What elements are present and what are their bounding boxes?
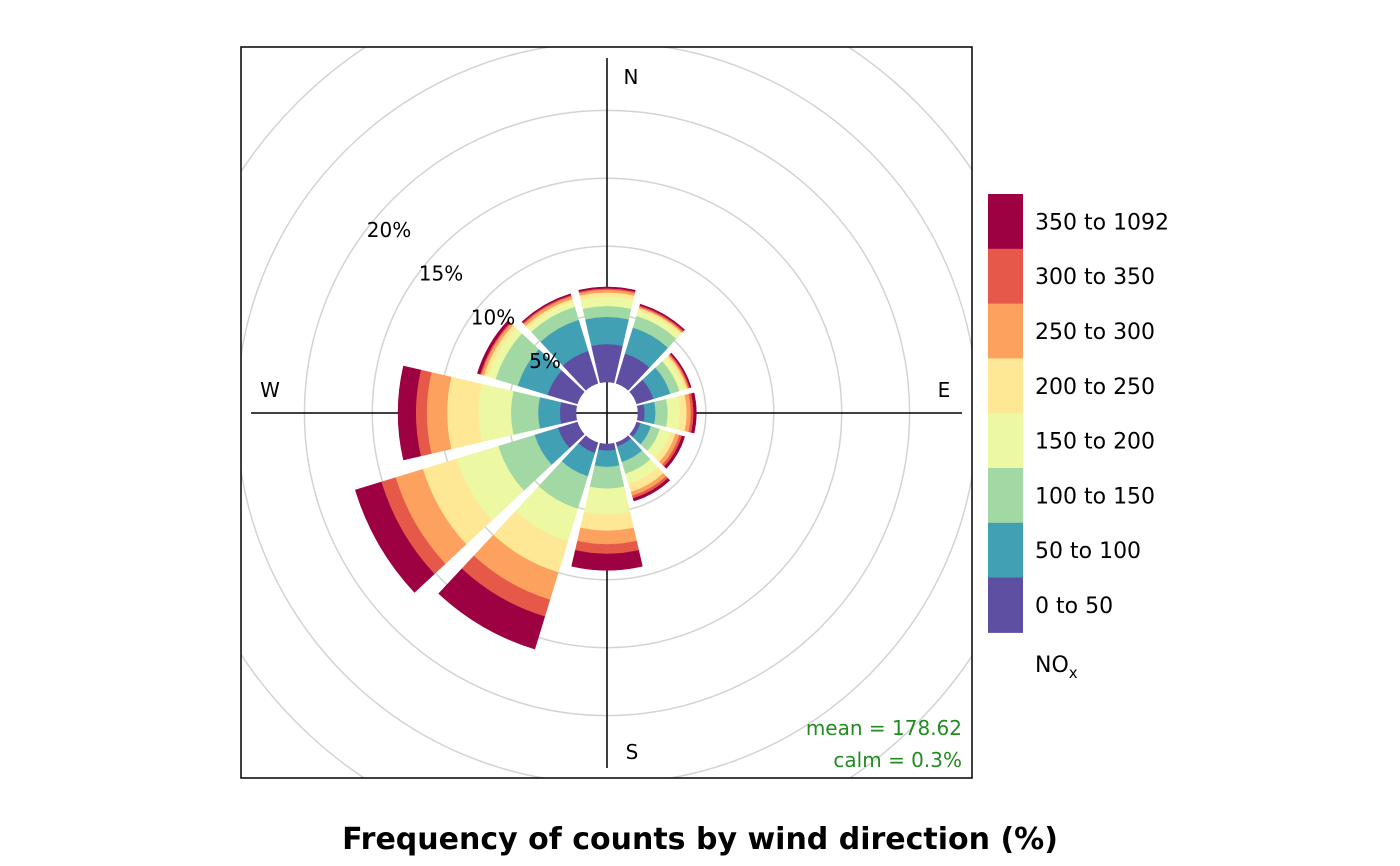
radial-tick-labels: 5% 10% 15% 20% <box>367 218 561 373</box>
direction-label: N <box>624 65 639 89</box>
legend-label: 300 to 350 <box>1035 265 1155 290</box>
legend-swatch <box>988 358 1023 414</box>
radial-tick-label: 15% <box>419 262 463 286</box>
wedge-segment <box>691 392 697 434</box>
wedge-segment <box>632 478 671 502</box>
legend-swatch <box>988 303 1023 359</box>
legend-label: 0 to 50 <box>1035 594 1113 619</box>
wedge-segment <box>397 365 421 461</box>
radial-tick-label: 20% <box>367 218 411 242</box>
direction-label: W <box>260 378 280 402</box>
legend-swatch <box>988 522 1023 579</box>
wedge-segment <box>585 316 629 347</box>
wedge-segment <box>654 399 669 427</box>
legend-label: 150 to 200 <box>1035 430 1155 455</box>
wedge-segment <box>354 481 435 593</box>
chart-title: Frequency of counts by wind direction (%… <box>342 822 1058 857</box>
calm-annotation: calm = 0.3% <box>833 748 962 772</box>
axis-crosshair <box>251 58 962 768</box>
legend-swatch <box>988 413 1023 469</box>
legend-swatch <box>988 248 1023 305</box>
wedge-segment <box>438 568 546 650</box>
wedge-segment <box>594 449 620 468</box>
wedge-segment <box>578 286 636 292</box>
wedge-segment <box>559 402 578 424</box>
wedge-segment <box>589 465 625 489</box>
wedge-segment <box>571 550 643 571</box>
radial-tick-label: 5% <box>529 349 561 373</box>
wedge-segment <box>446 376 482 450</box>
wedge-segment <box>598 442 616 452</box>
wedge-segment <box>521 293 572 324</box>
direction-label: S <box>626 740 639 764</box>
wedge-segment <box>510 391 541 435</box>
wedge-layer <box>354 286 697 650</box>
mean-annotation: mean = 178.62 <box>806 716 962 740</box>
legend-label: 350 to 1092 <box>1035 210 1169 235</box>
legend-swatch <box>988 577 1023 633</box>
legend-title-subscript: x <box>1069 664 1078 682</box>
legend-label: 100 to 150 <box>1035 484 1155 509</box>
legend-label: 50 to 100 <box>1035 539 1141 564</box>
legend-title-main: NO <box>1035 653 1069 678</box>
wedge-segment <box>477 320 511 375</box>
wedge-segment <box>664 435 686 469</box>
legend-title: NOx <box>1035 653 1078 682</box>
wedge-segment <box>636 404 646 422</box>
wedge-segment <box>639 303 685 332</box>
wedge-segment <box>643 401 656 425</box>
wedge-segment <box>478 383 514 443</box>
legend-label: 250 to 300 <box>1035 320 1155 345</box>
wedge-segment <box>670 352 692 388</box>
legend-label: 200 to 250 <box>1035 375 1155 400</box>
legend-swatch <box>988 468 1023 524</box>
radial-tick-label: 10% <box>471 305 515 329</box>
direction-label: E <box>938 378 951 402</box>
wedge-segment <box>583 486 631 515</box>
direction-labels: N E S W <box>260 65 950 764</box>
plot-panel-border <box>240 46 973 779</box>
wedge-segment <box>537 397 562 429</box>
wedge-segment <box>580 511 634 532</box>
legend: 350 to 1092 300 to 350 250 to 300 200 to 25… <box>988 194 1169 633</box>
legend-swatch <box>988 194 1023 250</box>
wedge-segment <box>666 396 681 430</box>
